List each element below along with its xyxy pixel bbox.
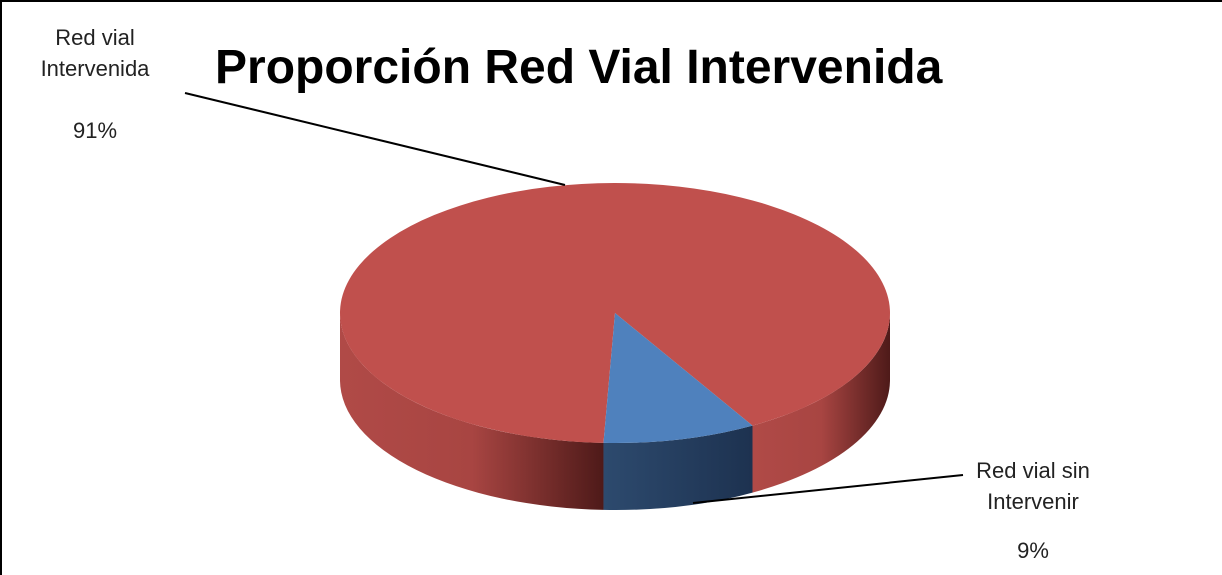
leader-line bbox=[184, 92, 566, 186]
pie-side bbox=[752, 313, 890, 493]
chart-title: Proporción Red Vial Intervenida bbox=[215, 41, 943, 94]
pie-side bbox=[340, 313, 604, 510]
pie-slice bbox=[340, 182, 891, 443]
pie-side bbox=[603, 425, 753, 510]
slice-value-label: 91% bbox=[72, 118, 118, 143]
slice-value-label: 9% bbox=[1017, 538, 1049, 563]
leader-line bbox=[692, 474, 964, 504]
slice-label: Red vial Intervenida bbox=[40, 25, 150, 81]
slice-label: Red vial sin Intervenir bbox=[976, 458, 1090, 514]
pie-slice bbox=[603, 313, 753, 443]
pie bbox=[340, 182, 891, 510]
